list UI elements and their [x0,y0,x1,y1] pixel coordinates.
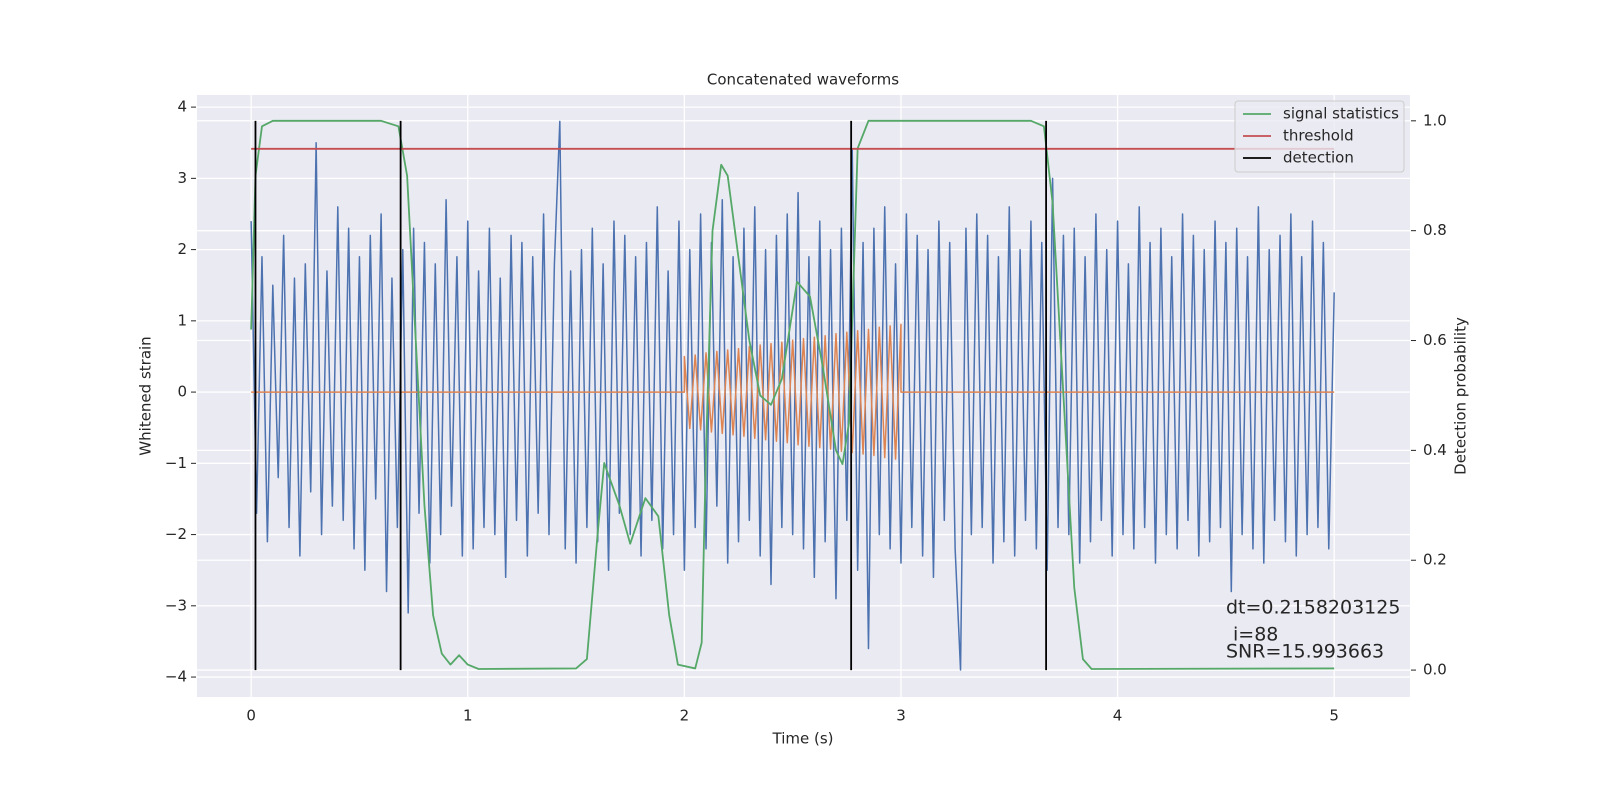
chart-title: Concatenated waveforms [707,71,899,89]
y-tick-label: −1 [165,454,187,472]
y2-tick-label: 0.2 [1423,551,1447,569]
y-tick-label: 3 [177,169,187,187]
legend-box [1234,100,1405,173]
y-tick-label: 4 [177,98,187,116]
annotation: i=88 [1233,624,1278,646]
y2-tick-label: 0.8 [1423,221,1447,239]
y2-tick-label: 1.0 [1423,111,1447,129]
x-tick-label: 4 [1113,707,1123,725]
y2-tick-label: 0.0 [1423,661,1447,679]
x-tick-label: 2 [680,707,690,725]
y-tick-label: 2 [177,240,187,258]
legend-label: threshold [1283,127,1354,145]
y-tick-label: 1 [177,311,187,329]
y2-tick-label: 0.4 [1423,441,1447,459]
series-line [254,120,1047,671]
x-tick-label: 3 [896,707,906,725]
y2-axis-label: Detection probability [1452,317,1470,475]
annotation: dt=0.2158203125 [1226,597,1400,619]
plot-area [197,95,1410,697]
annotation: SNR=15.993663 [1226,641,1384,663]
x-tick-label: 1 [463,707,473,725]
series-line [250,120,1335,671]
x-axis-label: Time (s) [772,730,834,748]
series-line [251,323,1335,460]
series-line [250,119,1335,670]
x-tick-label: 5 [1329,707,1339,725]
y2-tick-label: 0.6 [1423,331,1447,349]
y-tick-label: −2 [165,525,187,543]
legend: signal statistics threshold detection [1234,100,1405,173]
y-tick-label: −4 [165,668,187,686]
y-tick-label: −3 [165,596,187,614]
legend-label: signal statistics [1283,105,1399,123]
y-axis-label: Whitened strain [137,336,155,455]
legend-label: detection [1283,149,1354,167]
y-tick-label: 0 [177,383,187,401]
x-tick-label: 0 [246,707,256,725]
marks [250,119,1335,671]
